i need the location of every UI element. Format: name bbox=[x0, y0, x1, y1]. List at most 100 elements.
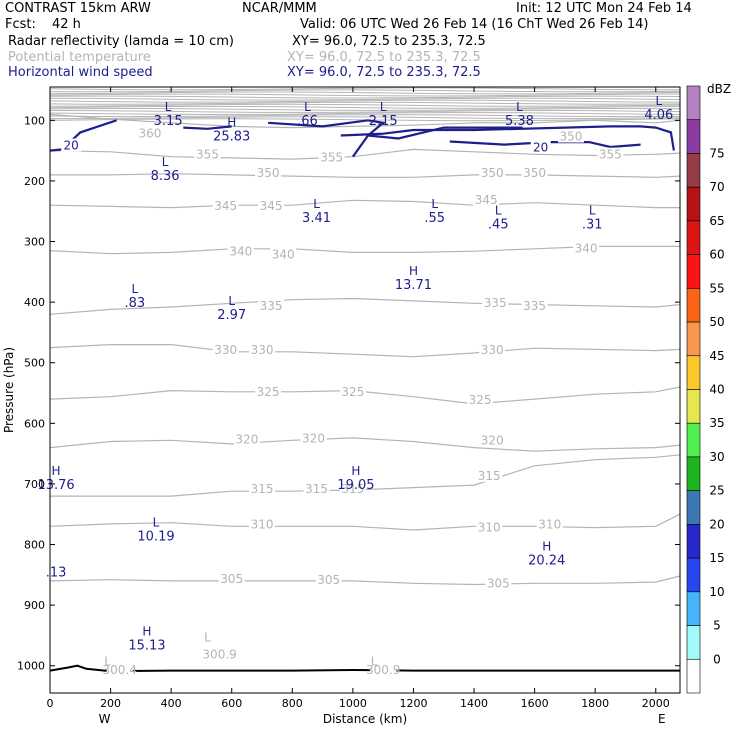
x-tick-label: 1000 bbox=[339, 697, 367, 710]
theta-label: 305 bbox=[317, 573, 340, 587]
wind-extremum-letter: L bbox=[165, 100, 172, 114]
theta-label-bg bbox=[106, 662, 133, 676]
theta-label-bg bbox=[557, 129, 584, 143]
colorbar-swatch bbox=[686, 389, 701, 424]
wind-extremum-value: 10.19 bbox=[137, 529, 174, 544]
colorbar-label: 20 bbox=[709, 517, 724, 531]
theta-label: 340 bbox=[272, 248, 295, 262]
theta-label: 330 bbox=[481, 343, 504, 357]
theta-label-bg bbox=[479, 165, 506, 179]
x-tick-label: 2000 bbox=[642, 697, 670, 710]
theta-label-bg bbox=[339, 385, 366, 399]
colorbar-swatch bbox=[686, 254, 701, 289]
colorbar-swatch bbox=[686, 288, 701, 323]
theta-label-bg bbox=[521, 165, 548, 179]
theta-extremum: L bbox=[204, 630, 211, 644]
wind-extremum-letter: L bbox=[162, 155, 169, 169]
theta-label-bg bbox=[249, 517, 276, 531]
theta-contour-360 bbox=[50, 113, 680, 129]
surface-pressure-line bbox=[49, 664, 680, 673]
wind-extremum-value: 2.15 bbox=[369, 114, 398, 129]
field-name-reflectivity: Radar reflectivity (lamda = 10 cm) bbox=[8, 34, 234, 49]
wind-extremum-value: .55 bbox=[424, 211, 445, 226]
theta-label-bg bbox=[521, 299, 548, 313]
theta-label-bg bbox=[315, 573, 342, 587]
wind-extremum-value: .66 bbox=[297, 114, 318, 129]
init-time: Init: 12 UTC Mon 24 Feb 14 bbox=[516, 1, 692, 16]
theta-label-bg bbox=[485, 576, 512, 590]
theta-contour-320 bbox=[50, 437, 680, 452]
colorbar-label: 55 bbox=[709, 281, 724, 295]
wind-extremum-value: 3.15 bbox=[154, 114, 183, 129]
theta-label-bg bbox=[227, 244, 254, 258]
theta-label: 320 bbox=[302, 431, 325, 445]
y-tick-label: 400 bbox=[24, 296, 45, 309]
theta-band-line bbox=[50, 101, 680, 105]
colorbar-swatch bbox=[686, 153, 701, 188]
theta-band-line bbox=[50, 91, 680, 95]
theta-label: 315 bbox=[305, 482, 328, 496]
theta-label-bg bbox=[194, 147, 221, 161]
theta-label: 330 bbox=[251, 343, 274, 357]
theta-contour-345 bbox=[50, 199, 680, 209]
theta-contour-330 bbox=[50, 344, 680, 358]
theta-label: 310 bbox=[478, 520, 501, 534]
wind-extremum-value: .83 bbox=[124, 296, 145, 311]
theta-label-bg bbox=[303, 482, 330, 496]
y-tick-label: 1000 bbox=[17, 660, 45, 673]
wind-label: 20 bbox=[64, 139, 79, 153]
theta-label: 350 bbox=[523, 166, 546, 180]
colorbar-label: 40 bbox=[709, 383, 724, 397]
y-tick-label: 500 bbox=[24, 357, 45, 370]
colorbar-swatch bbox=[686, 186, 701, 222]
colorbar-label: 5 bbox=[713, 619, 721, 633]
theta-band-line bbox=[50, 103, 680, 107]
x-tick-label: 1600 bbox=[521, 697, 549, 710]
theta-label: 300.4 bbox=[102, 663, 136, 677]
y-axis-label: Pressure (hPa) bbox=[2, 347, 16, 433]
wind-extremum-letter: L bbox=[131, 282, 138, 296]
y-tick-label: 800 bbox=[24, 539, 45, 552]
theta-label: 300.9 bbox=[202, 648, 236, 662]
y-tick-label: 900 bbox=[24, 599, 45, 612]
model-title: CONTRAST 15km ARW bbox=[5, 1, 151, 16]
theta-label: 350 bbox=[560, 130, 583, 144]
west-label: W bbox=[99, 712, 111, 726]
wind-extremum-letter: H bbox=[351, 464, 360, 478]
theta-label: 345 bbox=[214, 199, 237, 213]
theta-label: 355 bbox=[320, 151, 343, 165]
theta-band-line bbox=[50, 107, 680, 111]
theta-label-bg bbox=[249, 482, 276, 496]
theta-label-bg bbox=[597, 147, 624, 161]
wind-extremum-letter: L bbox=[431, 197, 438, 211]
theta-label: 335 bbox=[523, 299, 546, 313]
x-tick-label: 0 bbox=[47, 697, 54, 710]
x-tick-label: 1800 bbox=[581, 697, 609, 710]
wind-extremum-value: .31 bbox=[582, 217, 603, 232]
theta-band-line bbox=[50, 114, 680, 118]
theta-label: 320 bbox=[481, 434, 504, 448]
wind-extremum-letter: H bbox=[542, 540, 551, 554]
theta-band-line bbox=[50, 87, 680, 91]
theta-label: 320 bbox=[235, 433, 258, 447]
wind-extremum-value: 2.97 bbox=[217, 308, 246, 323]
theta-label: 335 bbox=[260, 299, 283, 313]
field-name-wind: Horizontal wind speed bbox=[8, 65, 153, 80]
theta-label: 310 bbox=[251, 517, 274, 531]
wind-extremum-letter: L bbox=[304, 100, 311, 114]
theta-label: 355 bbox=[599, 148, 622, 162]
field-xy-theta: XY= 96.0, 72.5 to 235.3, 72.5 bbox=[287, 50, 481, 65]
theta-label-bg bbox=[536, 517, 563, 531]
theta-label: 305 bbox=[487, 577, 510, 591]
wind-contour-20 bbox=[367, 126, 523, 140]
wind-label: 20 bbox=[533, 140, 548, 154]
wind-contour-20 bbox=[340, 125, 675, 151]
x-tick-label: 800 bbox=[282, 697, 303, 710]
colorbar-swatch bbox=[686, 355, 701, 390]
x-tick-label: 400 bbox=[161, 697, 182, 710]
theta-band-line bbox=[50, 89, 680, 93]
theta-contour-340 bbox=[50, 245, 680, 255]
colorbar-label: 0 bbox=[713, 652, 721, 666]
theta-label: 350 bbox=[481, 166, 504, 180]
